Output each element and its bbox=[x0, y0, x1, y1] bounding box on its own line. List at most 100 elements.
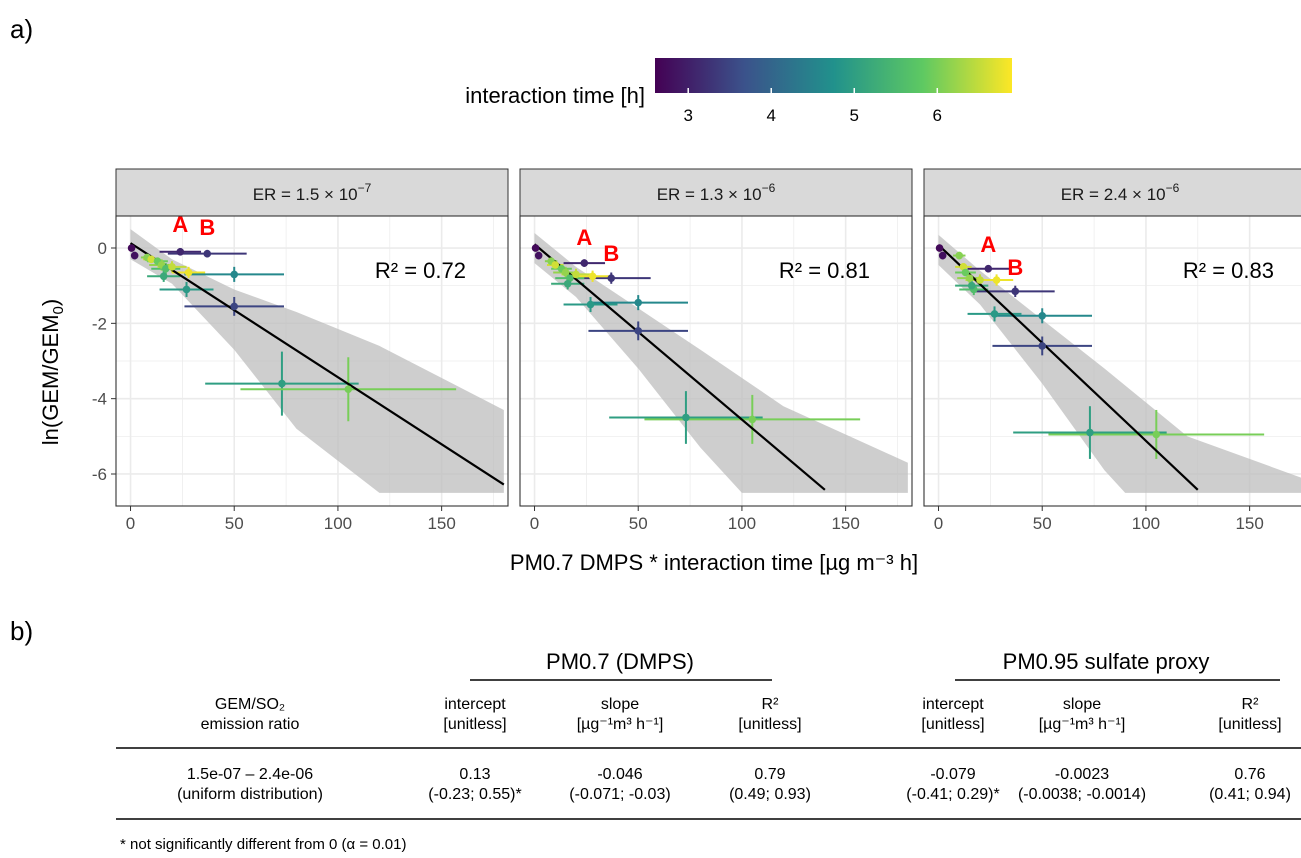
data-point bbox=[955, 251, 964, 260]
data-point bbox=[1152, 430, 1161, 439]
facet-panel-1: ER = 1.5 × 10−7 A B R² = 0.72 0 50 100 150 0 -2 -4… bbox=[92, 168, 509, 533]
data-point bbox=[278, 379, 286, 388]
data-point bbox=[184, 268, 193, 277]
fit-line bbox=[129, 242, 505, 486]
table-cell-value: 0.76 bbox=[1234, 766, 1265, 783]
table-header-top: slope bbox=[601, 696, 639, 713]
data-point bbox=[607, 274, 616, 282]
plot-area bbox=[924, 216, 1301, 506]
colorbar-gradient bbox=[655, 58, 1012, 93]
table-cell-value: 0.79 bbox=[754, 766, 785, 783]
table-header-top: intercept bbox=[922, 696, 984, 713]
x-tick-label: 150 bbox=[427, 514, 455, 533]
y-axis-label: ln(GEM/GEM0) bbox=[38, 299, 67, 445]
point-label-b: B bbox=[199, 215, 215, 240]
table-header-unit: [µg⁻¹m³ h⁻¹] bbox=[577, 716, 664, 733]
x-tick-label: 50 bbox=[629, 514, 648, 533]
data-point bbox=[965, 274, 974, 282]
table-cell-value: -0.046 bbox=[597, 766, 642, 783]
x-tick-label: 0 bbox=[530, 514, 539, 533]
panel-b-label: b) bbox=[10, 616, 33, 646]
data-point bbox=[992, 276, 1001, 284]
table-cell-interval: (0.49; 0.93) bbox=[729, 786, 811, 803]
data-point bbox=[534, 251, 543, 260]
table-cell-interval: (-0.071; -0.03) bbox=[569, 786, 670, 803]
data-point bbox=[634, 327, 643, 335]
fit-line bbox=[533, 243, 826, 491]
data-point bbox=[634, 298, 643, 307]
table-col0-header: GEM/SO₂ bbox=[215, 696, 285, 713]
point-label-a: A bbox=[172, 212, 188, 237]
data-point bbox=[1038, 312, 1047, 320]
facet-strip bbox=[519, 168, 913, 217]
table-header-unit: [unitless] bbox=[443, 716, 506, 733]
data-point bbox=[1038, 342, 1047, 350]
facet-strip-label: ER = 1.3 × 10−6 bbox=[657, 181, 776, 204]
panel-border bbox=[519, 215, 913, 507]
facet-panel-2: ER = 1.3 × 10−6 AB R² = 0.81 0 50 100 150 bbox=[519, 168, 913, 533]
data-point bbox=[976, 276, 984, 284]
data-point bbox=[563, 279, 572, 288]
table-header-top: R² bbox=[1242, 696, 1260, 713]
facet-strip-label: ER = 2.4 × 10−6 bbox=[1061, 181, 1180, 204]
facet-strip bbox=[115, 168, 509, 217]
y-tick-label: 0 bbox=[98, 239, 107, 258]
r-squared-label: R² = 0.72 bbox=[375, 258, 466, 283]
x-tick-label: 50 bbox=[1033, 514, 1052, 533]
y-tick-label: -2 bbox=[92, 314, 107, 333]
table-header-top: R² bbox=[762, 696, 780, 713]
table-footnote: * not significantly different from 0 (α … bbox=[120, 836, 406, 853]
facet-strip-label: ER = 1.5 × 10−7 bbox=[253, 181, 372, 204]
data-point bbox=[147, 255, 156, 264]
data-point bbox=[203, 249, 212, 258]
table-row-label-2: (uniform distribution) bbox=[177, 786, 323, 803]
x-tick-label: 0 bbox=[934, 514, 943, 533]
data-point bbox=[580, 259, 589, 267]
data-point bbox=[682, 413, 690, 422]
table-cell-interval: (-0.23; 0.55)* bbox=[428, 786, 521, 803]
colorbar-legend: interaction time [h] 3 4 5 6 bbox=[465, 58, 1012, 125]
data-point bbox=[1011, 287, 1020, 296]
table-row-label: 1.5e-07 – 2.4e-06 bbox=[187, 766, 313, 783]
table-col0-header-2: emission ratio bbox=[201, 716, 300, 733]
data-point bbox=[938, 251, 947, 260]
colorbar-tick-label: 6 bbox=[933, 106, 942, 125]
data-point bbox=[159, 272, 168, 281]
table-header-unit: [unitless] bbox=[738, 716, 801, 733]
y-tick-label: -4 bbox=[92, 390, 107, 409]
colorbar-tick-label: 4 bbox=[766, 106, 775, 125]
plot-area bbox=[116, 216, 508, 506]
data-point bbox=[935, 244, 944, 252]
facet-panels: ER = 1.5 × 10−7A BR² = 0.720 50 100 1500-2-4… bbox=[92, 168, 1301, 533]
x-tick-label: 50 bbox=[225, 514, 244, 533]
plot-area bbox=[520, 216, 912, 506]
table-cell-value: -0.079 bbox=[930, 766, 975, 783]
table-header-top: intercept bbox=[444, 696, 506, 713]
confidence-ribbon bbox=[534, 232, 908, 493]
x-axis-label: PM0.7 DMPS * interaction time [µg m⁻³ h] bbox=[510, 550, 918, 575]
table-header-unit: [unitless] bbox=[921, 716, 984, 733]
table-group-dmps: PM0.7 (DMPS) bbox=[546, 649, 694, 674]
data-point bbox=[130, 251, 139, 260]
y-tick-label: -6 bbox=[92, 465, 107, 484]
data-point bbox=[1086, 428, 1094, 437]
data-point bbox=[990, 310, 999, 318]
table-columns: intercept [unitless] 0.13 (-0.23; 0.55)* slo… bbox=[428, 696, 1291, 803]
panel-border bbox=[115, 215, 509, 507]
data-point bbox=[344, 385, 353, 394]
data-point bbox=[967, 281, 976, 290]
data-point bbox=[961, 268, 970, 277]
table-header-unit: [µg⁻¹m³ h⁻¹] bbox=[1039, 716, 1126, 733]
point-label-b: B bbox=[603, 241, 619, 266]
data-point bbox=[572, 270, 580, 279]
table-header-unit: [unitless] bbox=[1218, 716, 1281, 733]
colorbar-tick-label: 3 bbox=[683, 106, 692, 125]
x-tick-label: 0 bbox=[126, 514, 135, 533]
table-header-top: slope bbox=[1063, 696, 1101, 713]
data-point bbox=[551, 261, 560, 269]
data-point bbox=[230, 270, 239, 279]
colorbar-tick-label: 5 bbox=[850, 106, 859, 125]
panel-a-label: a) bbox=[10, 14, 33, 44]
table-group-sulfate: PM0.95 sulfate proxy bbox=[1003, 649, 1210, 674]
